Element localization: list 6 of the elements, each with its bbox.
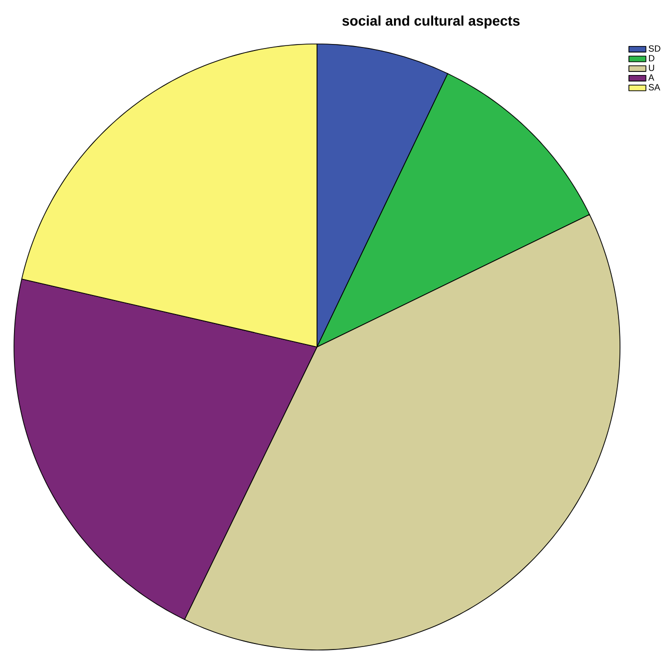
chart-title: social and cultural aspects bbox=[342, 15, 520, 28]
legend-label: SA bbox=[648, 84, 660, 90]
legend-label: U bbox=[648, 64, 654, 72]
legend-label: A bbox=[648, 74, 654, 81]
legend-label: D bbox=[649, 55, 654, 62]
legend-label: SD bbox=[648, 45, 660, 52]
